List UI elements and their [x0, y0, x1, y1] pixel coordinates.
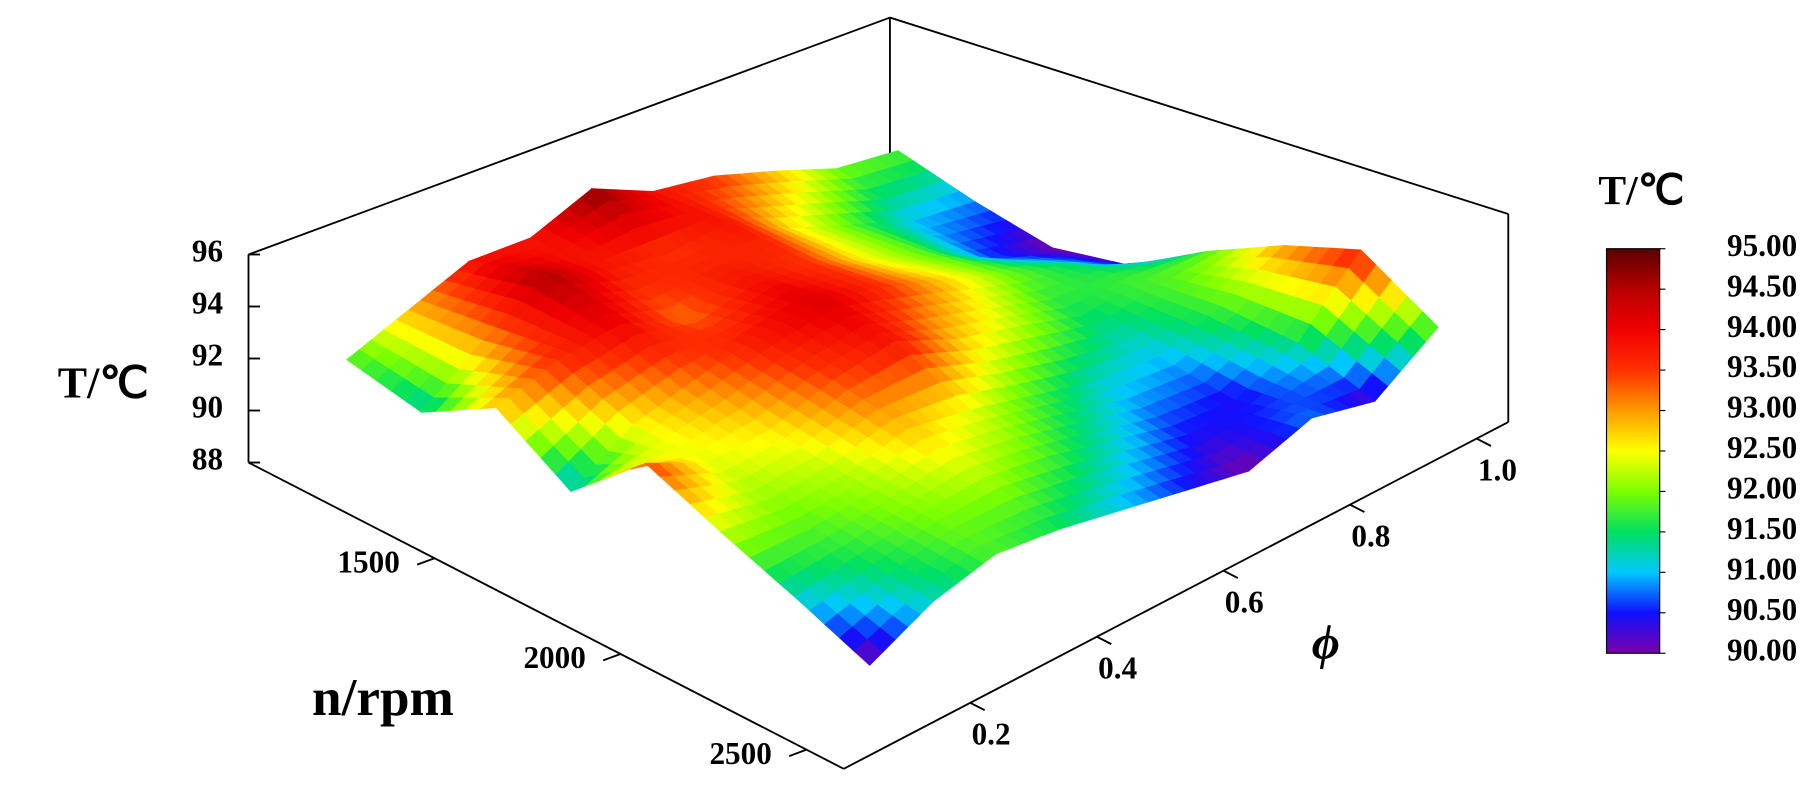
colorbar-tick-label: 91.00: [1727, 551, 1797, 586]
y-tick: [788, 748, 807, 757]
colorbar-tick-label: 92.00: [1727, 471, 1797, 506]
z-tick-label: 90: [192, 390, 223, 425]
y-tick-label: 1500: [337, 544, 399, 579]
colorbar-tick-label: 94.00: [1727, 309, 1797, 344]
colorbar-tick-label: 91.50: [1727, 511, 1797, 546]
x-tick-label: 0.6: [1225, 585, 1264, 620]
box-edge: [248, 16, 891, 256]
colorbar-tick-label: 93.50: [1727, 349, 1797, 384]
colorbar: [1605, 248, 1661, 654]
y-tick: [416, 557, 435, 566]
colorbar-title: T/℃: [1598, 167, 1684, 213]
x-tick-label: 1.0: [1478, 452, 1517, 487]
colorbar-tick-label: 90.50: [1727, 592, 1797, 627]
y-tick-label: 2500: [709, 736, 771, 771]
x-axis-label: ϕ: [1312, 617, 1340, 670]
x-tick-label: 0.2: [972, 717, 1011, 752]
box-edge: [889, 16, 1509, 215]
surface-patch: [854, 639, 883, 666]
y-tick: [602, 653, 621, 662]
x-tick: [969, 701, 986, 711]
x-tick: [1476, 437, 1492, 447]
x-tick: [1349, 503, 1365, 513]
y-axis: [248, 461, 845, 770]
colorbar-tick-label: 95.00: [1727, 228, 1797, 263]
x-tick: [1223, 569, 1239, 579]
y-axis-label: n/rpm: [312, 669, 454, 727]
colorbar-tick-label: 93.00: [1727, 390, 1797, 425]
colorbar-tick-label: 92.50: [1727, 430, 1797, 465]
x-axis: [843, 421, 1509, 770]
z-tick-label: 88: [192, 442, 223, 477]
z-tick-label: 96: [192, 234, 223, 269]
z-tick-label: 94: [192, 286, 224, 321]
y-tick-label: 2000: [523, 640, 585, 675]
z-tick-label: 92: [192, 338, 223, 373]
x-tick: [1096, 635, 1112, 645]
colorbar-tick-label: 94.50: [1727, 268, 1797, 303]
z-axis-label: T/℃: [58, 359, 149, 407]
x-tick-label: 0.8: [1351, 518, 1390, 553]
colorbar-tick-label: 90.00: [1727, 632, 1797, 667]
surface: [346, 150, 1439, 666]
x-tick-label: 0.4: [1098, 651, 1137, 686]
